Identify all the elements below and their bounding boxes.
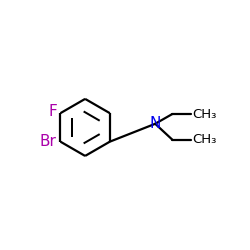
Text: N: N bbox=[150, 116, 161, 131]
Text: Br: Br bbox=[40, 134, 57, 149]
Text: CH₃: CH₃ bbox=[193, 108, 217, 121]
Text: CH₃: CH₃ bbox=[193, 133, 217, 146]
Text: F: F bbox=[48, 104, 57, 120]
